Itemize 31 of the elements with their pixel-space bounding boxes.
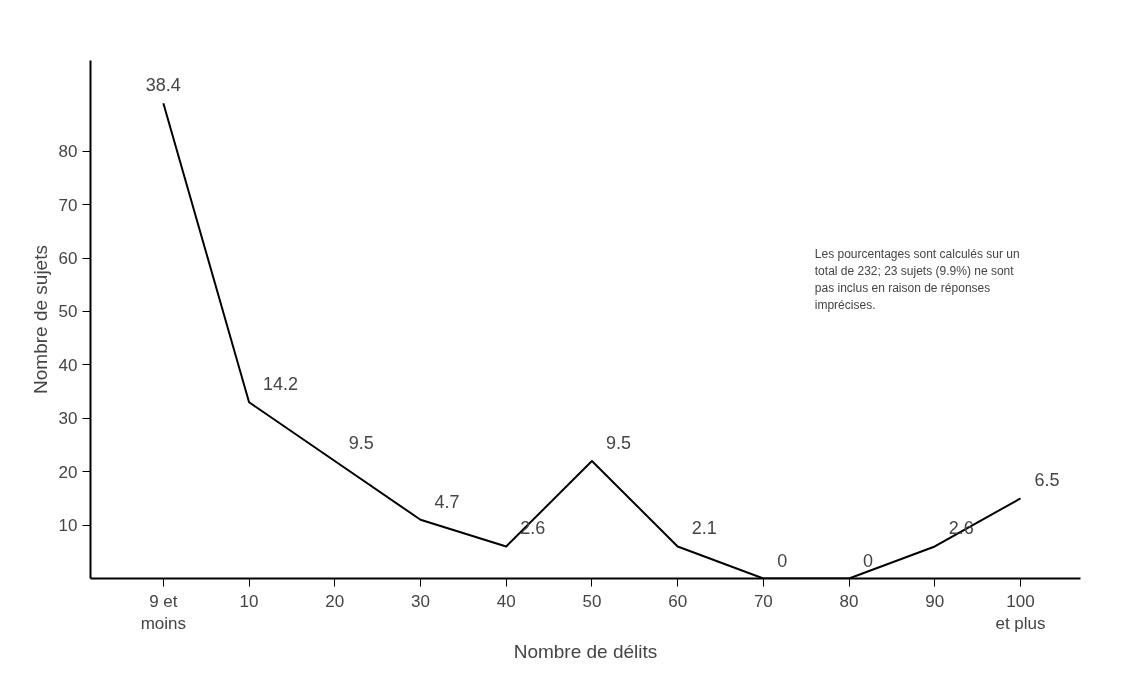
y-axis-title: Nombre de sujets: [29, 245, 51, 394]
x-tick-label: 40: [496, 591, 516, 611]
x-tick-label: 20: [325, 591, 345, 611]
x-tick-label: 80: [839, 591, 859, 611]
y-tick-label: 50: [58, 302, 78, 322]
x-axis-title: Nombre de délits: [513, 641, 658, 663]
y-tick-label: 60: [58, 249, 78, 269]
y-tick-label: 40: [58, 355, 78, 375]
annotation: 14.2: [263, 374, 299, 395]
x-tick-label: 100 et plus: [995, 591, 1046, 634]
annotation: 0: [863, 550, 874, 571]
annotation: 2.1: [691, 518, 717, 539]
y-tick-label: 10: [58, 516, 78, 536]
x-tick-label: 9 et moins: [140, 591, 187, 634]
y-tick-label: 30: [58, 409, 78, 429]
annotation: 6.5: [1034, 470, 1060, 491]
x-tick-label: 30: [411, 591, 430, 611]
x-tick-label: 70: [753, 591, 773, 611]
annotation: 9.5: [605, 433, 631, 454]
annotation: 38.4: [145, 75, 181, 96]
x-tick-label: 50: [582, 591, 602, 611]
x-tick-label: 60: [668, 591, 688, 611]
annotation: Les pourcentages sont calculés sur un total de 232; 23 sujets (9.9%) ne sont pas inclus en raison de réponses imprécises.: [814, 247, 1020, 312]
x-tick-label: 90: [925, 591, 945, 611]
y-tick-label: 70: [58, 195, 78, 215]
annotation: 9.5: [348, 433, 374, 454]
y-tick-label: 80: [58, 142, 78, 162]
annotation: 0: [777, 550, 788, 571]
y-tick-label: 20: [58, 462, 78, 482]
x-tick-label: 10: [239, 591, 259, 611]
annotation: 4.7: [434, 491, 460, 512]
